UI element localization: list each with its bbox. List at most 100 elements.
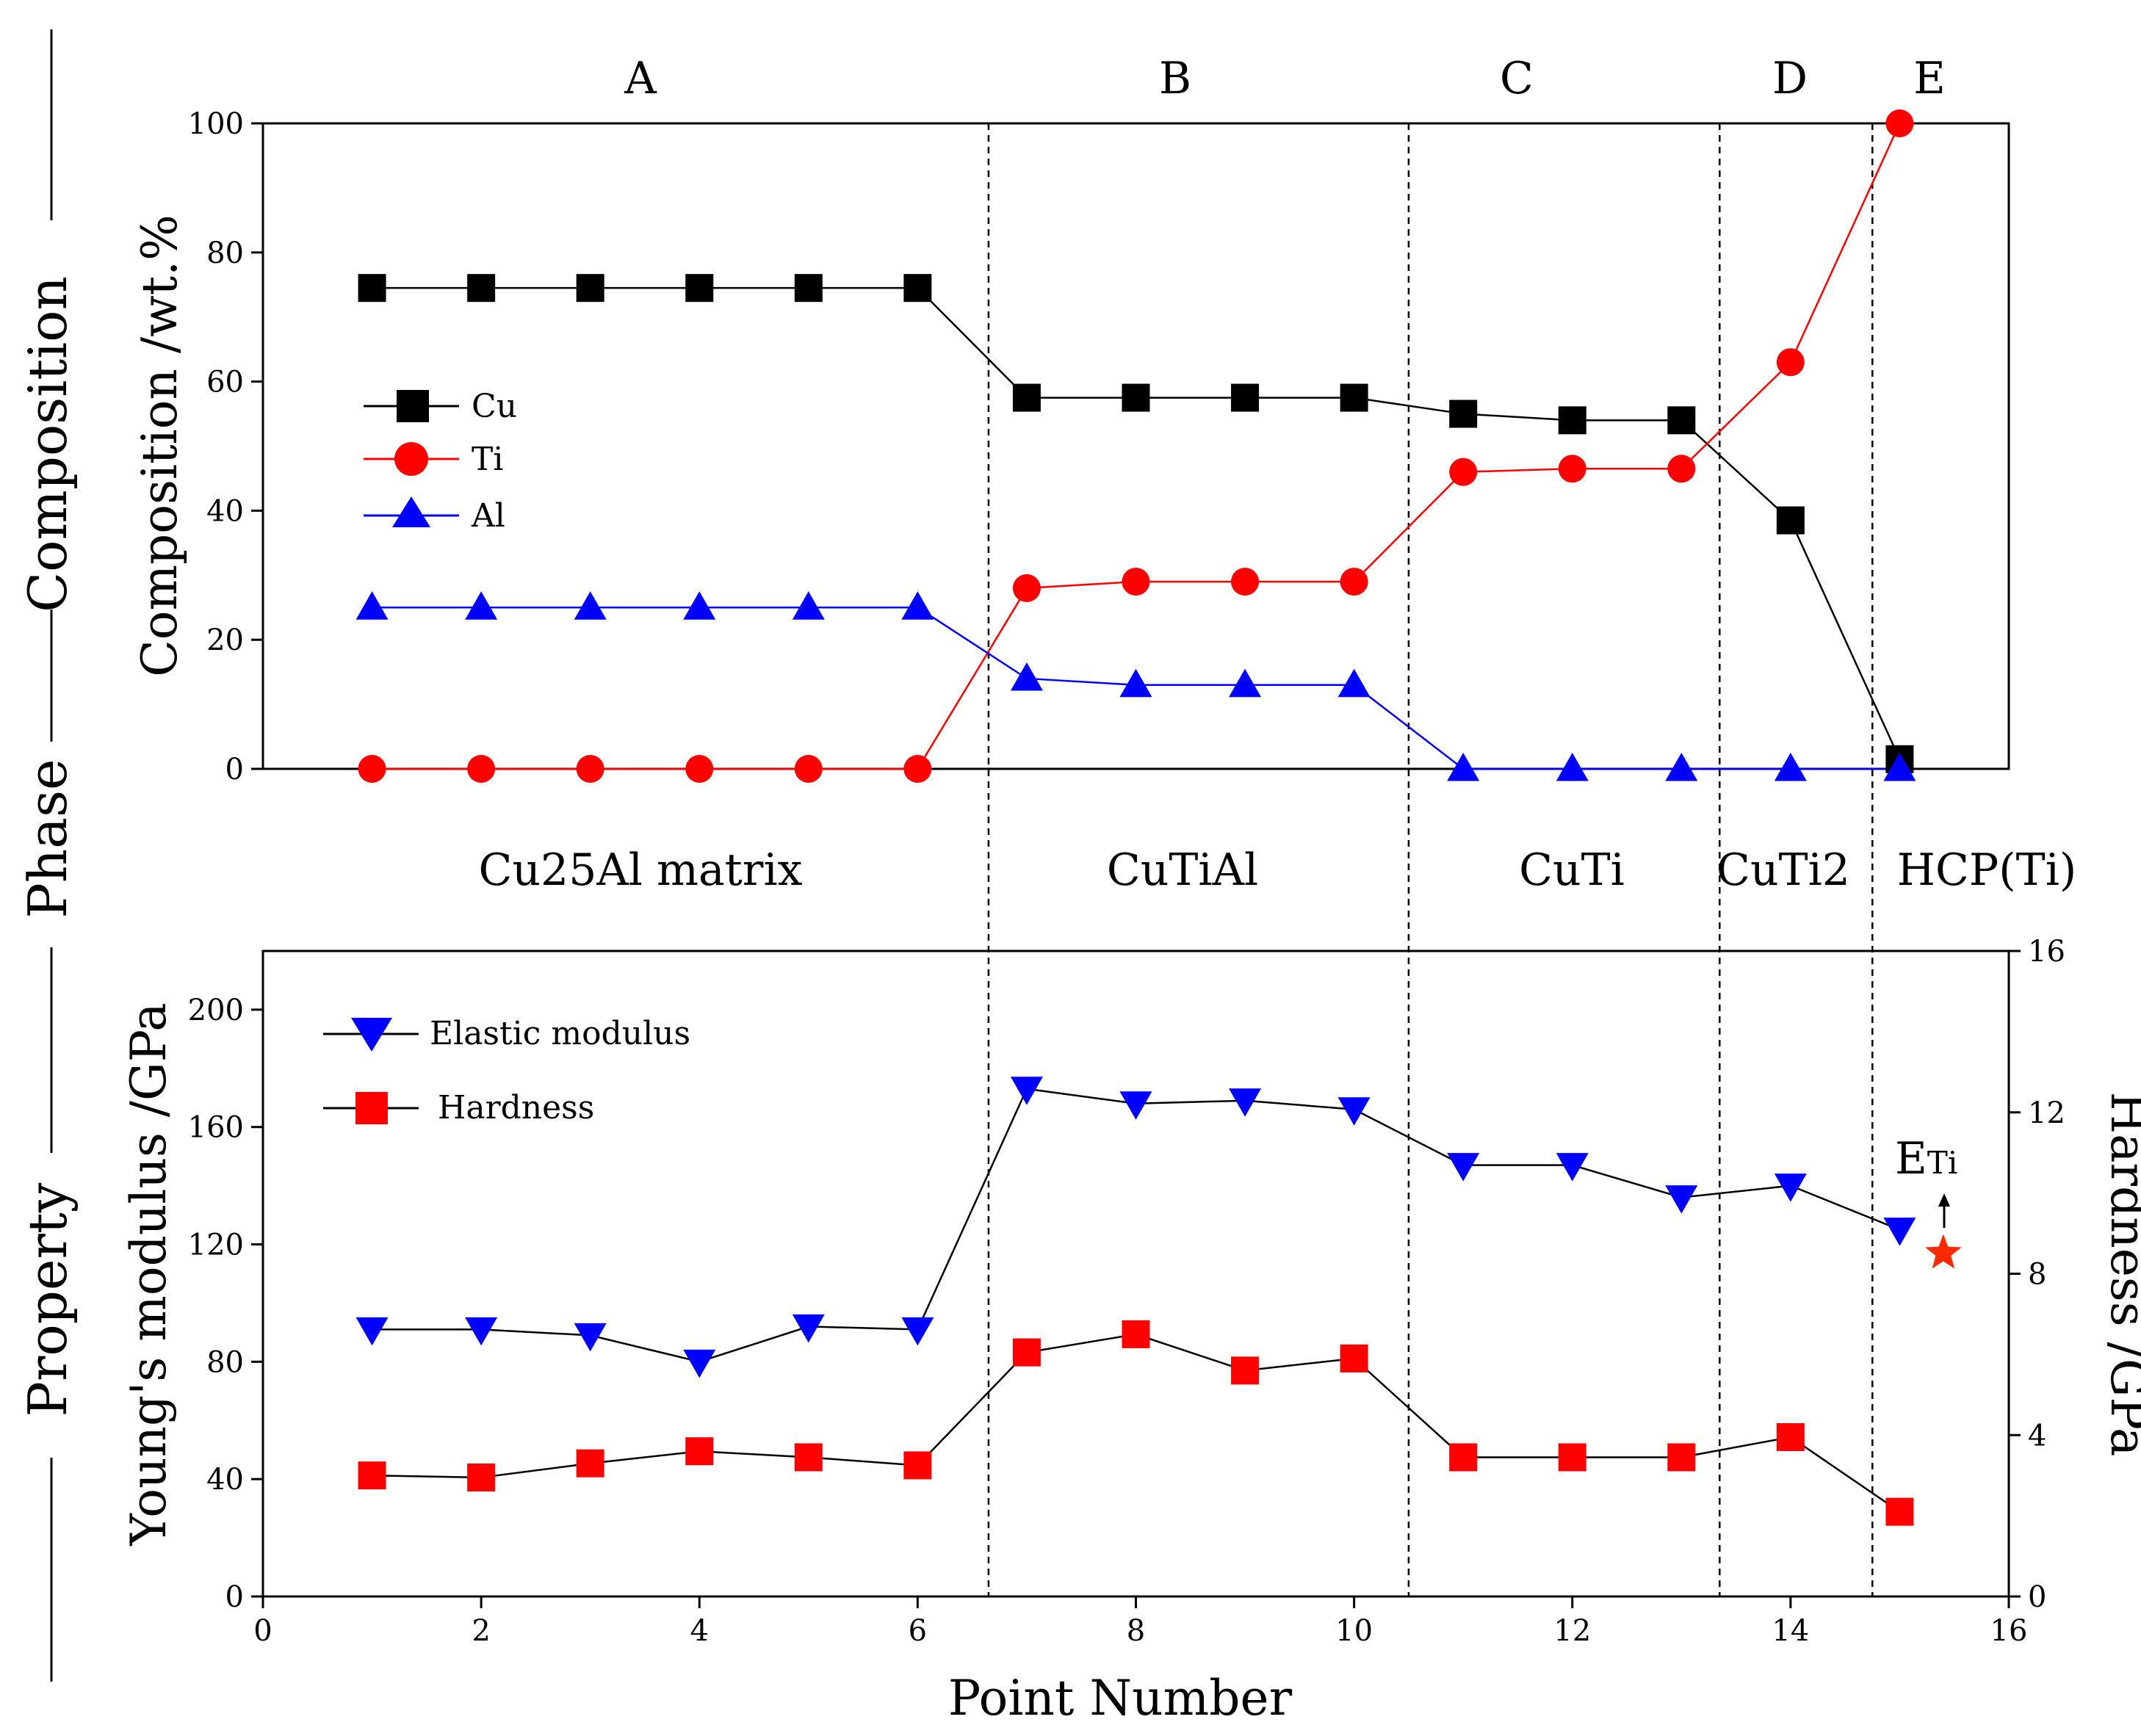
point-hardness bbox=[1558, 1443, 1586, 1472]
point-cu bbox=[685, 274, 714, 303]
phase-label-cutial: CuTiAl bbox=[1107, 845, 1258, 896]
modulus-y-ticks: 0 40 80 120 160 200 bbox=[188, 994, 263, 1614]
composition-plot-frame bbox=[261, 122, 2010, 770]
point-elastic-modulus bbox=[1883, 1218, 1916, 1246]
legend-item-al: Al bbox=[364, 496, 505, 535]
x-tick-label: 0 bbox=[253, 1614, 272, 1648]
x-tick-label: 12 bbox=[1553, 1614, 1591, 1648]
point-al bbox=[1119, 668, 1152, 698]
x-tick-label: 2 bbox=[472, 1614, 490, 1648]
point-al bbox=[1337, 668, 1371, 698]
x-axis-title: Point Number bbox=[948, 1670, 1293, 1726]
point-al bbox=[574, 591, 607, 620]
x-ticks: 0 2 4 6 8 10 12 14 16 bbox=[253, 1596, 2027, 1648]
point-ti bbox=[1885, 109, 1914, 137]
composition-y-ticks: 0 20 40 60 80 100 bbox=[188, 107, 263, 786]
point-cu bbox=[358, 274, 386, 303]
zone-letters: A B C D E bbox=[624, 53, 1946, 104]
point-elastic-modulus bbox=[355, 1317, 389, 1346]
point-cu bbox=[794, 274, 823, 303]
x-tick-label: 4 bbox=[690, 1614, 709, 1648]
point-al bbox=[1556, 753, 1589, 781]
point-hardness bbox=[1122, 1320, 1150, 1348]
point-hardness bbox=[576, 1449, 604, 1478]
side-label-phase: Phase bbox=[17, 759, 79, 918]
legend-label-hardness: Hardness bbox=[438, 1089, 594, 1126]
y-tick-label: 120 bbox=[188, 1229, 244, 1262]
point-al bbox=[1665, 753, 1698, 781]
legend-label-cu: Cu bbox=[472, 388, 517, 425]
y2-tick-label: 12 bbox=[2028, 1096, 2065, 1130]
point-al bbox=[792, 591, 825, 620]
y2-tick-label: 4 bbox=[2028, 1419, 2046, 1453]
point-hardness bbox=[903, 1451, 932, 1480]
y2-tick-label: 8 bbox=[2028, 1258, 2046, 1292]
x-tick-label: 14 bbox=[1772, 1614, 1809, 1648]
point-al bbox=[1229, 668, 1262, 698]
legend-item-hardness: Hardness bbox=[323, 1089, 594, 1126]
point-ti bbox=[1449, 457, 1478, 486]
legend-marker-cu bbox=[397, 390, 429, 422]
point-al bbox=[901, 591, 934, 620]
point-al bbox=[465, 591, 498, 620]
point-cu bbox=[1667, 406, 1696, 435]
point-elastic-modulus bbox=[574, 1323, 607, 1352]
composition-series bbox=[355, 109, 1916, 783]
composition-y-axis-title: Composition /wt.% bbox=[131, 214, 188, 677]
x-tick-label: 6 bbox=[909, 1614, 927, 1648]
y-tick-label: 100 bbox=[188, 107, 244, 141]
point-ti bbox=[794, 755, 823, 783]
point-hardness bbox=[1449, 1443, 1478, 1472]
side-labels: Composition Phase Property bbox=[17, 29, 79, 1682]
legend-item-ti: Ti bbox=[364, 441, 503, 478]
y-tick-label: 80 bbox=[206, 1345, 244, 1379]
point-al bbox=[355, 591, 389, 620]
point-cu bbox=[1122, 383, 1150, 412]
y2-tick-label: 16 bbox=[2028, 935, 2065, 969]
property-legend: Elastic modulus Hardness bbox=[323, 1015, 690, 1126]
y-tick-label: 40 bbox=[206, 494, 244, 528]
property-series bbox=[355, 1077, 1916, 1526]
point-ti bbox=[903, 755, 932, 783]
phase-label-hcp: HCP(Ti) bbox=[1897, 845, 2077, 896]
legend-item-elastic-modulus: Elastic modulus bbox=[323, 1015, 690, 1052]
point-al bbox=[1447, 753, 1480, 781]
zone-letter-e: E bbox=[1913, 53, 1946, 104]
point-cu bbox=[1558, 406, 1586, 435]
point-cu bbox=[1340, 383, 1368, 412]
series-line-hardness bbox=[372, 1333, 1901, 1513]
legend-marker-hardness bbox=[355, 1092, 388, 1124]
phase-label-cu25al: Cu25Al matrix bbox=[479, 845, 803, 896]
eti-star-marker bbox=[1925, 1234, 1962, 1269]
phase-label-cuti2: CuTi2 bbox=[1716, 845, 1850, 896]
legend-label-elastic-modulus: Elastic modulus bbox=[430, 1015, 690, 1052]
point-ti bbox=[1667, 455, 1696, 483]
legend-label-al: Al bbox=[471, 497, 505, 535]
point-elastic-modulus bbox=[1447, 1153, 1480, 1182]
legend-item-cu: Cu bbox=[364, 388, 517, 425]
point-ti bbox=[576, 755, 604, 783]
point-elastic-modulus bbox=[1010, 1077, 1043, 1105]
point-ti bbox=[1340, 568, 1368, 596]
point-elastic-modulus bbox=[1665, 1185, 1698, 1214]
zone-letter-b: B bbox=[1159, 53, 1191, 104]
point-elastic-modulus bbox=[901, 1317, 934, 1346]
x-tick-label: 10 bbox=[1335, 1614, 1373, 1648]
point-elastic-modulus bbox=[1337, 1097, 1371, 1126]
y-tick-label: 60 bbox=[206, 366, 244, 399]
y-tick-label: 0 bbox=[225, 1580, 244, 1614]
point-hardness bbox=[358, 1461, 386, 1490]
point-al bbox=[1010, 662, 1043, 691]
point-elastic-modulus bbox=[465, 1317, 498, 1346]
point-hardness bbox=[1340, 1344, 1368, 1372]
zone-letter-d: D bbox=[1772, 53, 1808, 104]
point-al bbox=[683, 591, 716, 620]
point-elastic-modulus bbox=[1774, 1173, 1807, 1202]
zone-boundaries bbox=[987, 123, 1874, 1596]
side-label-composition: Composition bbox=[17, 276, 79, 612]
composition-legend: Cu Ti Al bbox=[364, 388, 517, 535]
point-hardness bbox=[467, 1463, 496, 1491]
point-hardness bbox=[1667, 1443, 1696, 1472]
point-cu bbox=[1776, 506, 1805, 535]
